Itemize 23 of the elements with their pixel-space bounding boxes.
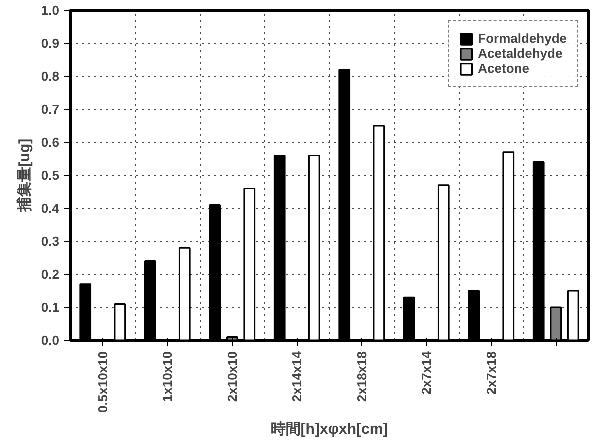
x-tick-label: 2x14x14: [290, 350, 305, 402]
y-tick-label: 0.1: [41, 300, 60, 315]
x-tick-label: 2x18x18: [354, 351, 370, 402]
y-tick-label: 0.3: [41, 234, 60, 249]
y-tick-label: 0.4: [41, 201, 60, 216]
y-tick-label: 0.0: [41, 333, 60, 348]
x-tick-label: 2x10x10: [224, 351, 240, 402]
y-tick-label: 0.6: [41, 135, 60, 150]
x-tick-label: 2x7x14: [419, 350, 434, 395]
y-tick-label: 1.0: [41, 3, 60, 18]
y-axis-title: 捕集量[ug]: [15, 138, 34, 214]
x-tick-label: 1x10x10: [160, 351, 176, 402]
legend-label: Acetaldehyde: [478, 46, 563, 61]
y-tick-label: 0.9: [41, 36, 60, 51]
legend-label: Formaldehyde: [478, 31, 567, 46]
x-tick-label: 2x7x18: [484, 351, 499, 395]
y-tick-label: 0.7: [41, 102, 60, 117]
x-tick-label: 0.5x10x10: [95, 352, 110, 413]
y-tick-label: 0.5: [41, 168, 60, 183]
y-tick-label: 0.8: [41, 69, 60, 84]
legend-label: Acetone: [478, 61, 530, 76]
y-tick-label: 0.2: [41, 267, 60, 282]
x-axis-title: 時間[h]xφxh[cm]: [270, 420, 388, 438]
